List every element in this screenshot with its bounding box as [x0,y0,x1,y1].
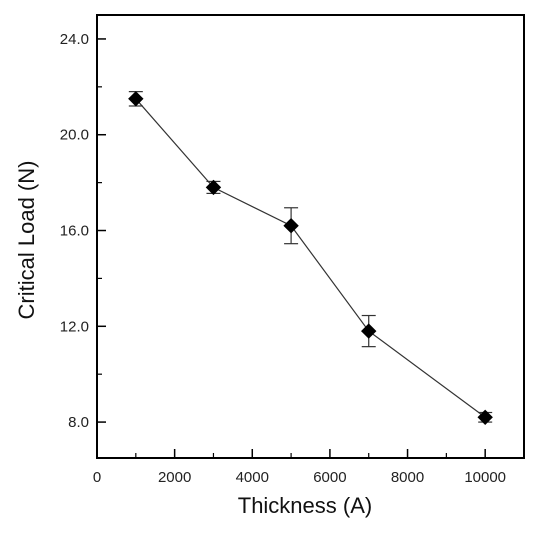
x-tick-label: 4000 [236,469,269,486]
data-point-marker [283,218,299,234]
data-point-marker [361,323,377,339]
x-tick-label: 8000 [391,469,424,486]
data-markers [128,91,493,425]
error-bars [128,91,493,423]
series-line [135,98,486,418]
x-axis-ticks [96,449,486,458]
y-tick-label: 8.0 [68,414,89,431]
y-tick-label: 24.0 [60,31,89,48]
y-axis-ticks [97,38,106,423]
data-point-marker [205,179,222,196]
x-axis-tick-labels: 0 2000 4000 6000 8000 10000 [93,469,506,486]
plot-frame [96,14,525,459]
data-point-marker [128,91,144,107]
y-axis-title: Critical Load (N) [14,161,39,320]
x-tick-label: 2000 [158,469,191,486]
x-axis-title: Thickness (A) [238,493,372,518]
x-tick-label: 6000 [313,469,346,486]
data-point-marker [477,409,493,425]
y-tick-label: 12.0 [60,318,89,335]
y-axis-tick-labels: 8.0 12.0 16.0 20.0 24.0 [60,31,89,431]
x-tick-label: 0 [93,469,101,486]
y-tick-label: 20.0 [60,127,89,144]
y-tick-label: 16.0 [60,223,89,240]
x-tick-label: 10000 [464,469,506,486]
